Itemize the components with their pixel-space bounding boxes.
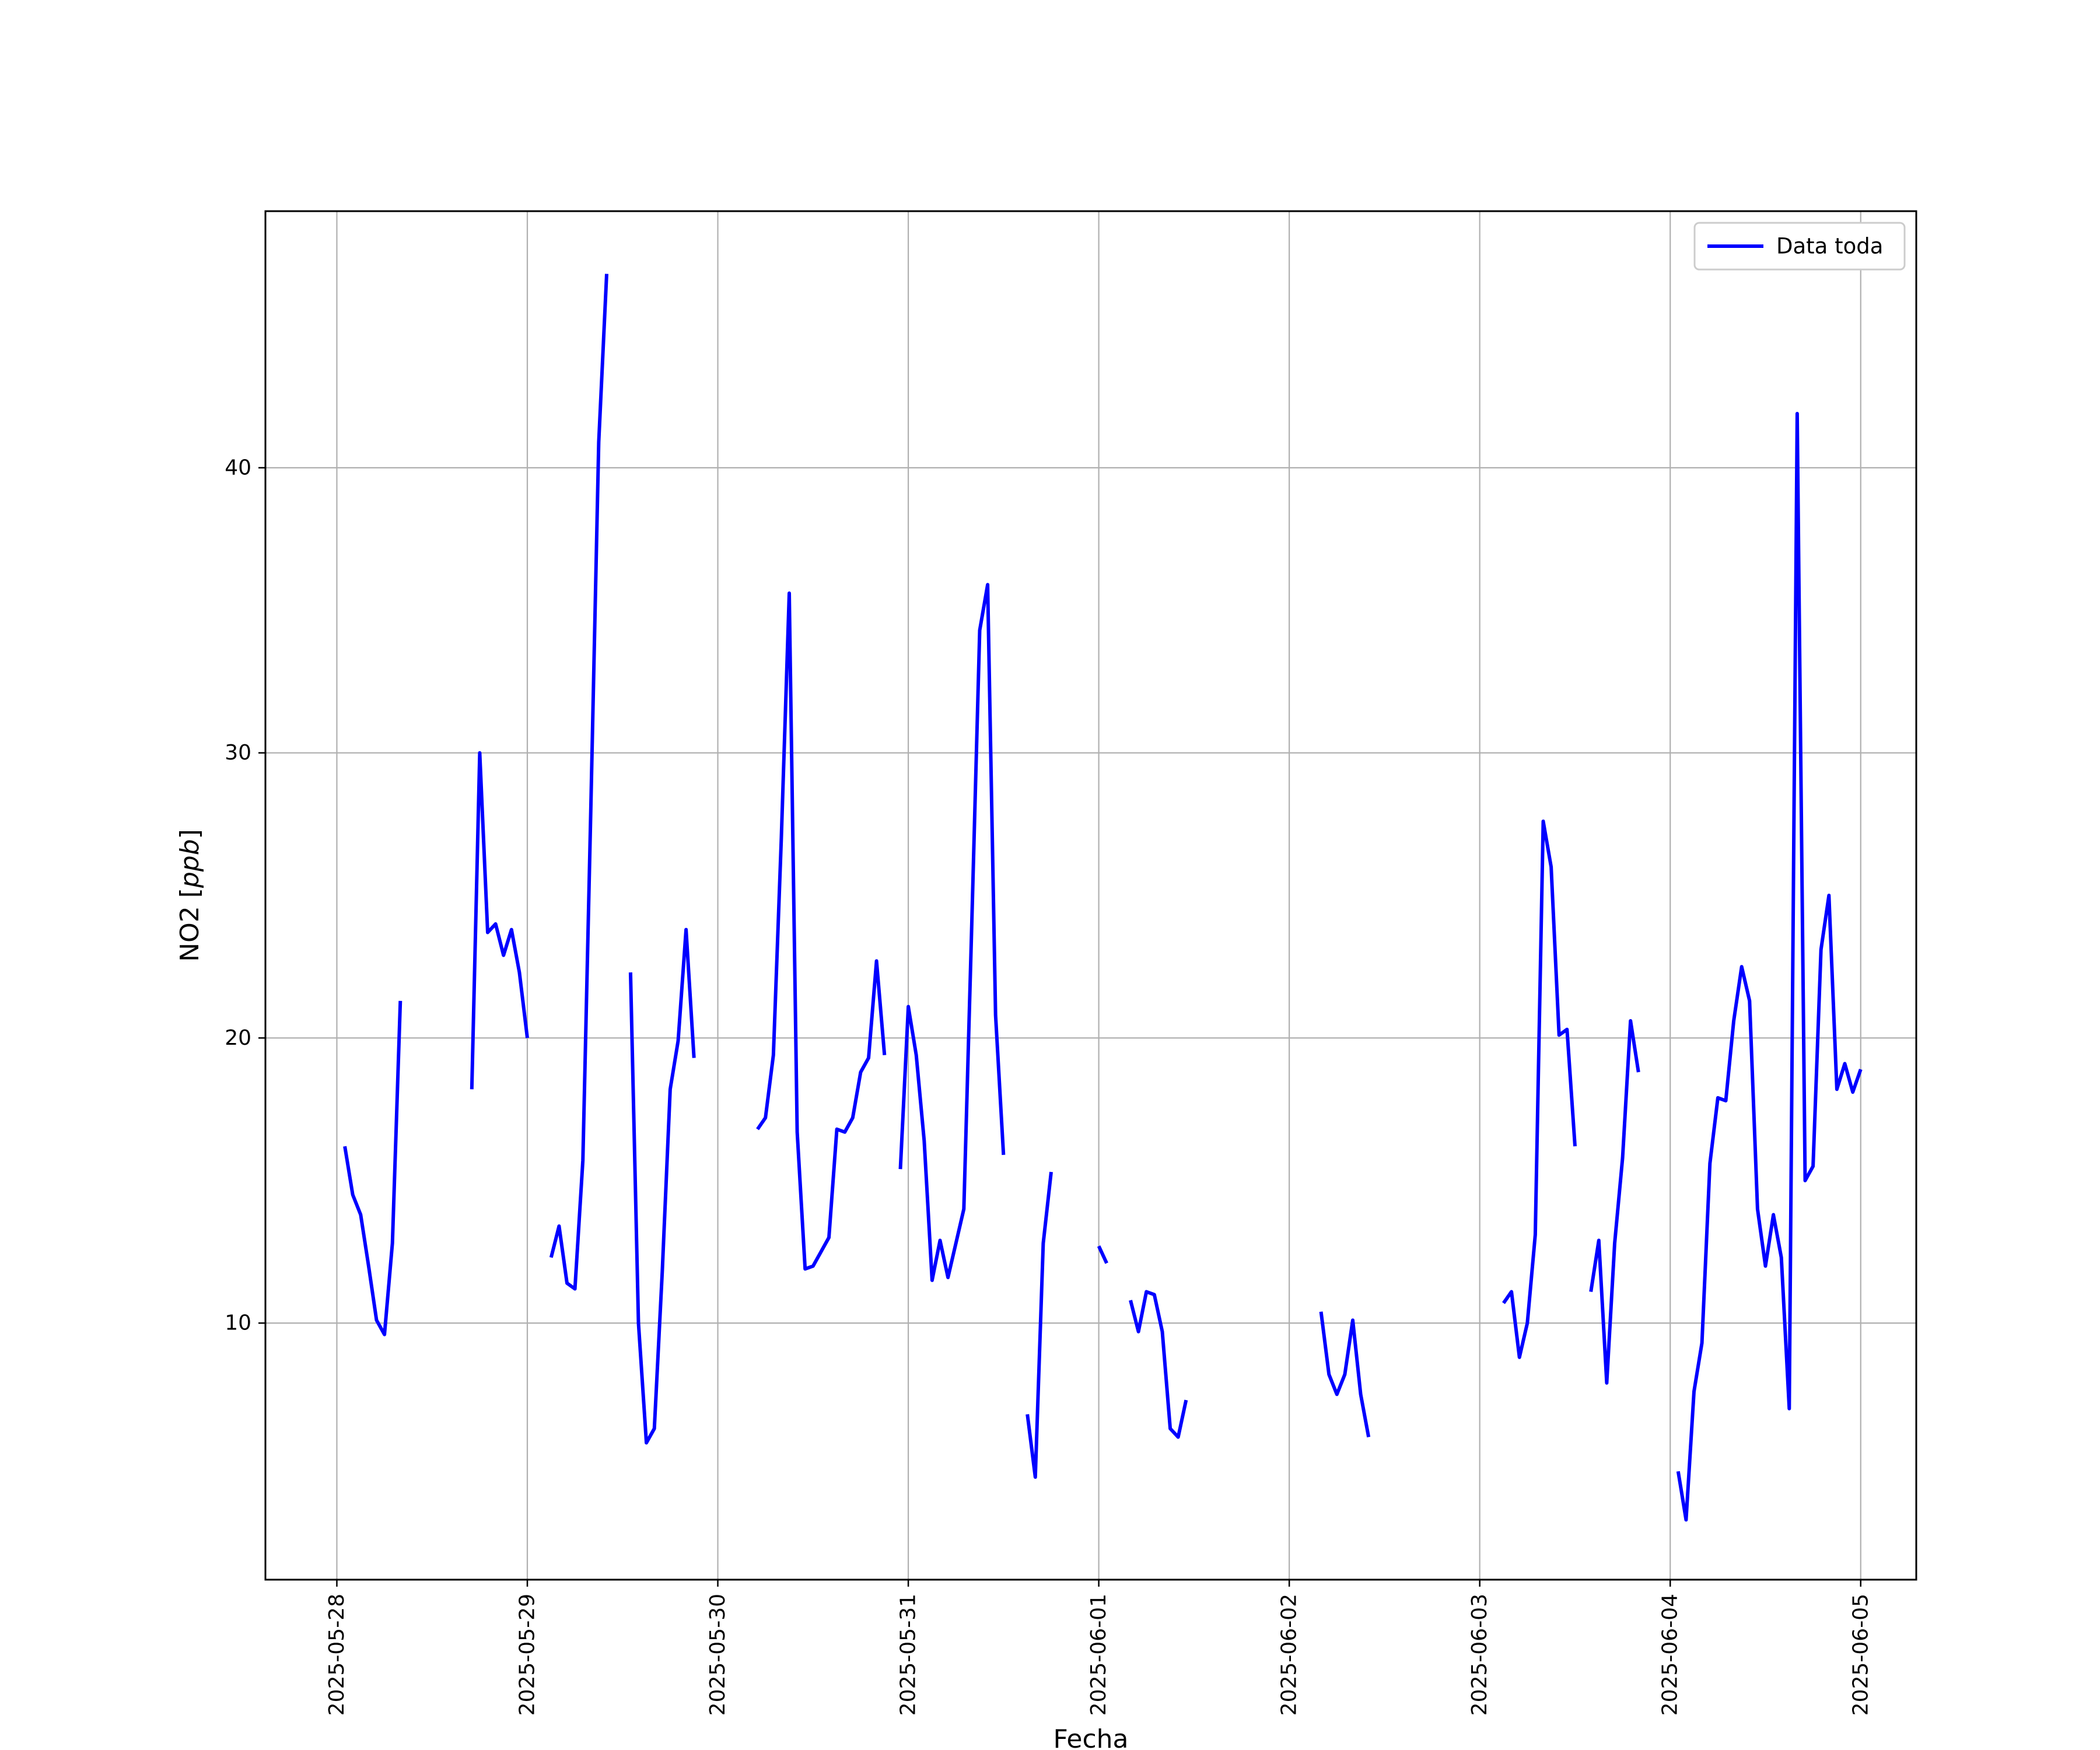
plot-frame <box>264 210 1917 1581</box>
x-tick-label: 2025-06-04 <box>1658 1594 1682 1716</box>
y-tick-label: 20 <box>225 1026 251 1050</box>
x-tick-label: 2025-05-30 <box>706 1594 730 1716</box>
legend: Data toda <box>1693 222 1906 271</box>
series-segment-11 <box>1502 819 1577 1359</box>
y-tick-label: 30 <box>225 741 251 765</box>
series-segment-10 <box>1319 1311 1371 1438</box>
x-tick-label: 2025-06-01 <box>1087 1594 1111 1716</box>
series-segment-7 <box>1026 1171 1053 1479</box>
series-segment-1 <box>343 1000 402 1336</box>
legend-box <box>1693 222 1906 271</box>
x-tick-label: 2025-05-31 <box>897 1594 921 1716</box>
series-segment-9 <box>1129 1290 1188 1439</box>
y-axis-label-unit: ppb <box>175 839 205 888</box>
series-segment-8 <box>1097 1245 1108 1264</box>
y-axis-label-suffix: ] <box>175 829 205 839</box>
series-segment-4 <box>628 928 696 1445</box>
series-data-toda <box>343 274 1863 1522</box>
x-tick-label: 2025-06-02 <box>1278 1594 1301 1716</box>
series-segment-13 <box>1676 412 1863 1522</box>
x-tick-label: 2025-05-28 <box>325 1594 349 1716</box>
y-axis-label: NO2 [ppb] <box>175 829 205 962</box>
y-tick-label: 40 <box>225 456 251 480</box>
series-segment-5 <box>756 591 887 1271</box>
y-axis-ticks: 10 20 30 40 <box>225 456 265 1335</box>
x-axis-ticks: 2025-05-28 2025-05-29 2025-05-30 2025-05-31… <box>325 1580 1873 1716</box>
x-tick-label: 2025-06-05 <box>1849 1594 1873 1716</box>
y-tick-label: 10 <box>225 1311 251 1335</box>
series-segment-6 <box>898 583 1006 1282</box>
y-axis-label-prefix: NO2 [ <box>175 888 205 962</box>
series-segment-3 <box>549 274 608 1291</box>
grid-lines <box>265 211 1916 1580</box>
series-segment-12 <box>1589 1019 1640 1385</box>
x-tick-label: 2025-05-29 <box>515 1594 539 1716</box>
x-axis-label: Fecha <box>1053 1724 1128 1750</box>
legend-label-data-toda: Data toda <box>1776 234 1883 259</box>
x-tick-label: 2025-06-03 <box>1468 1594 1492 1716</box>
series-segment-2 <box>470 751 529 1090</box>
